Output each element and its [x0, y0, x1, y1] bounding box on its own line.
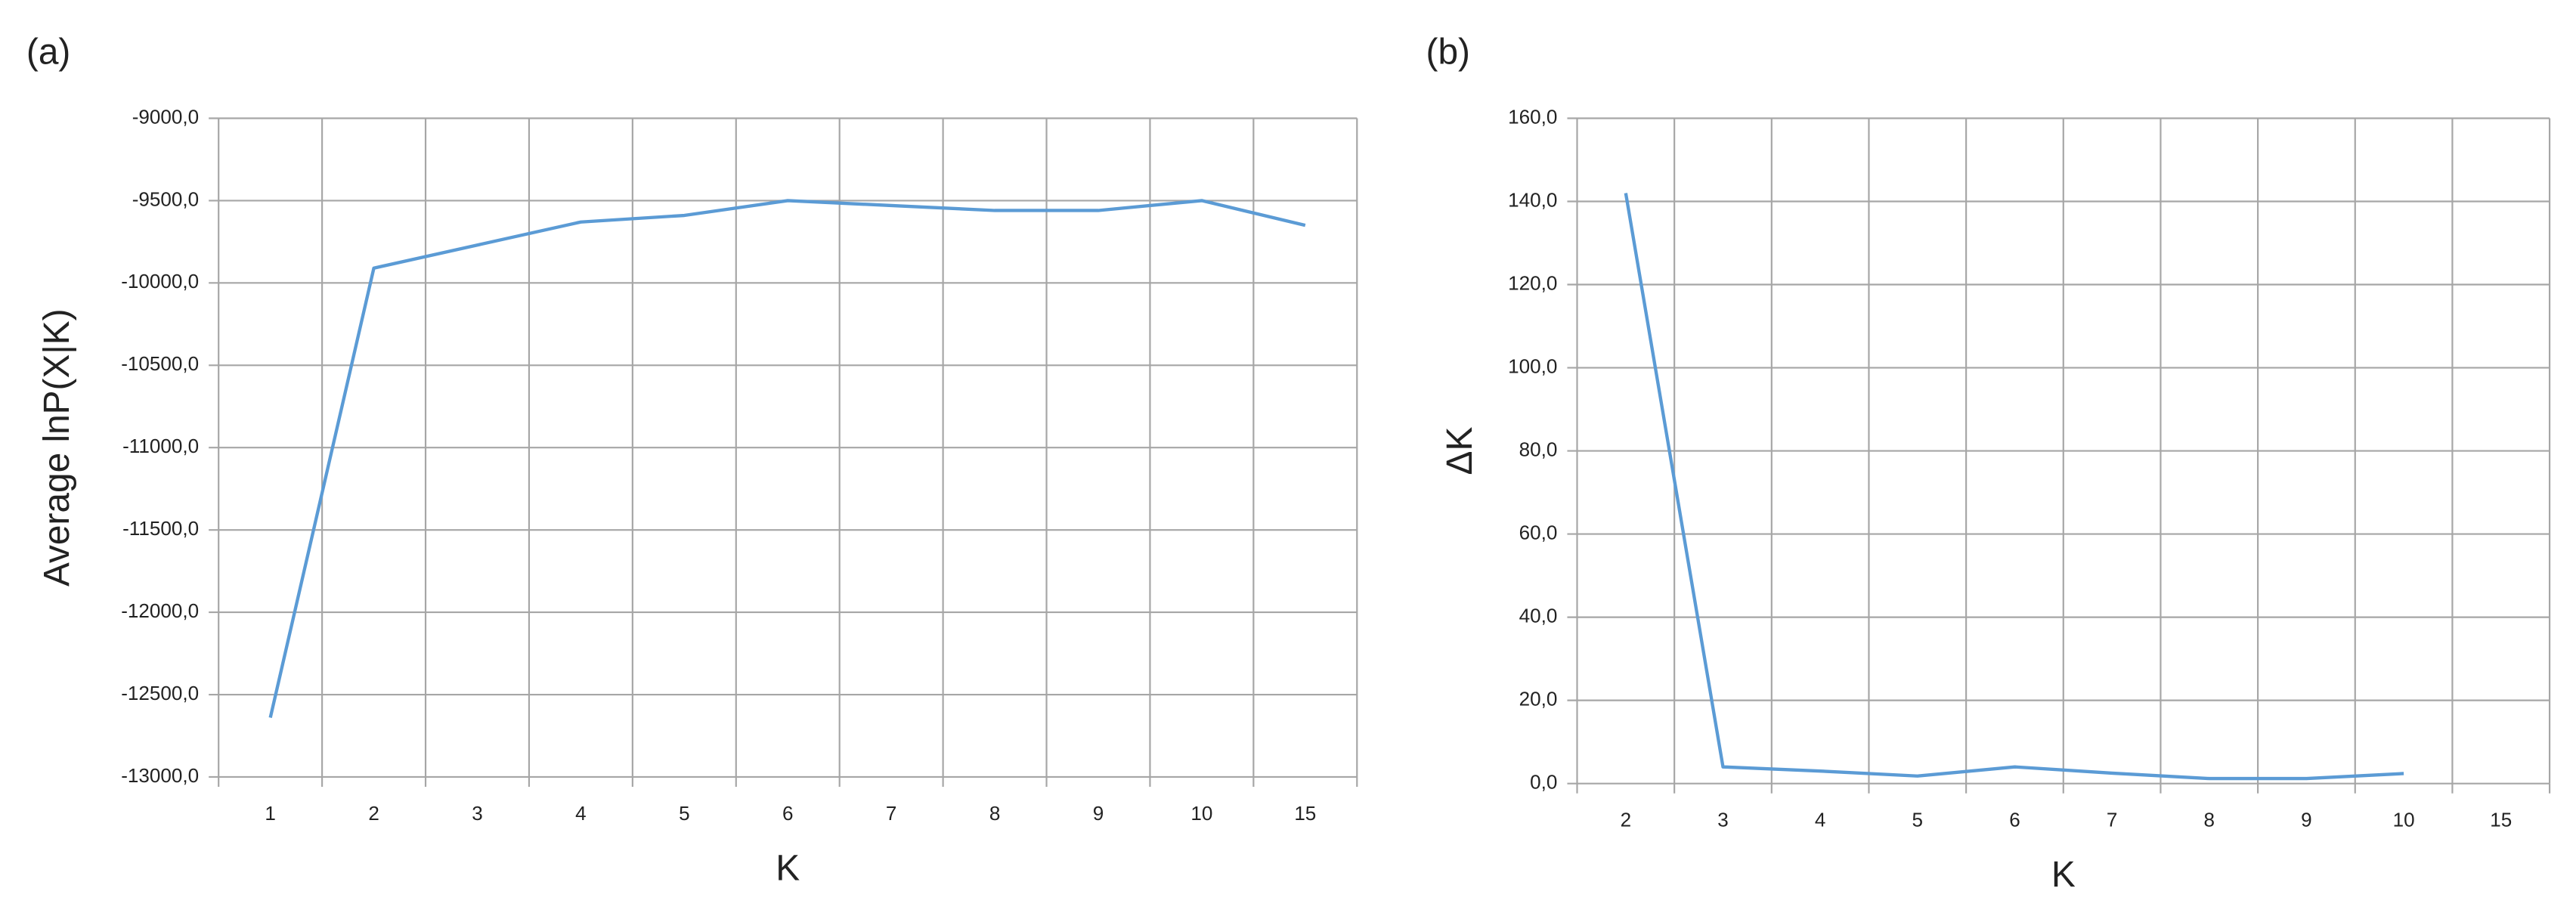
x-tick-label: 4 — [1815, 809, 1825, 831]
y-tick-label: -12000,0 — [121, 599, 199, 622]
data-line — [1624, 193, 2404, 781]
y-tick-label: 160,0 — [1508, 105, 1557, 128]
x-axis-title: K — [2051, 855, 2076, 895]
y-tick-label: -10500,0 — [121, 352, 199, 375]
x-tick-label: 10 — [2393, 809, 2415, 831]
x-tick-label: 15 — [2490, 809, 2512, 831]
x-tick-label: 2 — [1621, 809, 1632, 831]
y-tick-label: 20,0 — [1519, 688, 1558, 710]
x-tick-label: 6 — [782, 802, 794, 825]
x-tick-label: 4 — [575, 802, 587, 825]
x-tick-label: 8 — [2204, 809, 2215, 831]
y-tick-label: 120,0 — [1508, 271, 1557, 294]
y-axis-title: ΔK — [1440, 427, 1480, 475]
y-axis-title: Average lnP(X|K) — [37, 308, 77, 587]
y-tick-label: -9000,0 — [132, 105, 199, 128]
x-tick-label: 10 — [1190, 802, 1212, 825]
y-tick-label: 80,0 — [1519, 438, 1558, 460]
x-tick-label: 8 — [989, 802, 1001, 825]
x-tick-label: 9 — [1093, 802, 1104, 825]
x-tick-label: 6 — [2009, 809, 2020, 831]
x-tick-label: 3 — [1717, 809, 1728, 831]
y-tick-label: 60,0 — [1519, 521, 1558, 543]
y-tick-label: 100,0 — [1508, 354, 1557, 377]
y-tick-label: 40,0 — [1519, 605, 1558, 627]
y-tick-label: -13000,0 — [121, 764, 199, 787]
x-tick-label: 1 — [265, 802, 276, 825]
y-tick-label: -11000,0 — [122, 435, 199, 457]
y-tick-label: -12500,0 — [121, 682, 199, 704]
x-tick-label: 5 — [679, 802, 690, 825]
panel-label: (b) — [1426, 32, 1470, 72]
y-tick-label: -11500,0 — [122, 517, 199, 540]
x-tick-label: 5 — [1912, 809, 1924, 831]
x-tick-label: 15 — [1294, 802, 1316, 825]
y-tick-label: -9500,0 — [132, 187, 199, 210]
x-tick-label: 7 — [2107, 809, 2117, 831]
panel-label: (a) — [26, 32, 70, 72]
y-tick-label: 140,0 — [1508, 188, 1557, 211]
x-tick-label: 2 — [368, 802, 379, 825]
x-tick-label: 3 — [472, 802, 483, 825]
data-line — [268, 199, 1306, 719]
x-axis-title: K — [776, 848, 800, 888]
x-tick-label: 9 — [2301, 809, 2312, 831]
y-tick-label: -10000,0 — [121, 270, 199, 292]
y-tick-label: 0,0 — [1530, 771, 1557, 794]
x-tick-label: 7 — [886, 802, 897, 825]
